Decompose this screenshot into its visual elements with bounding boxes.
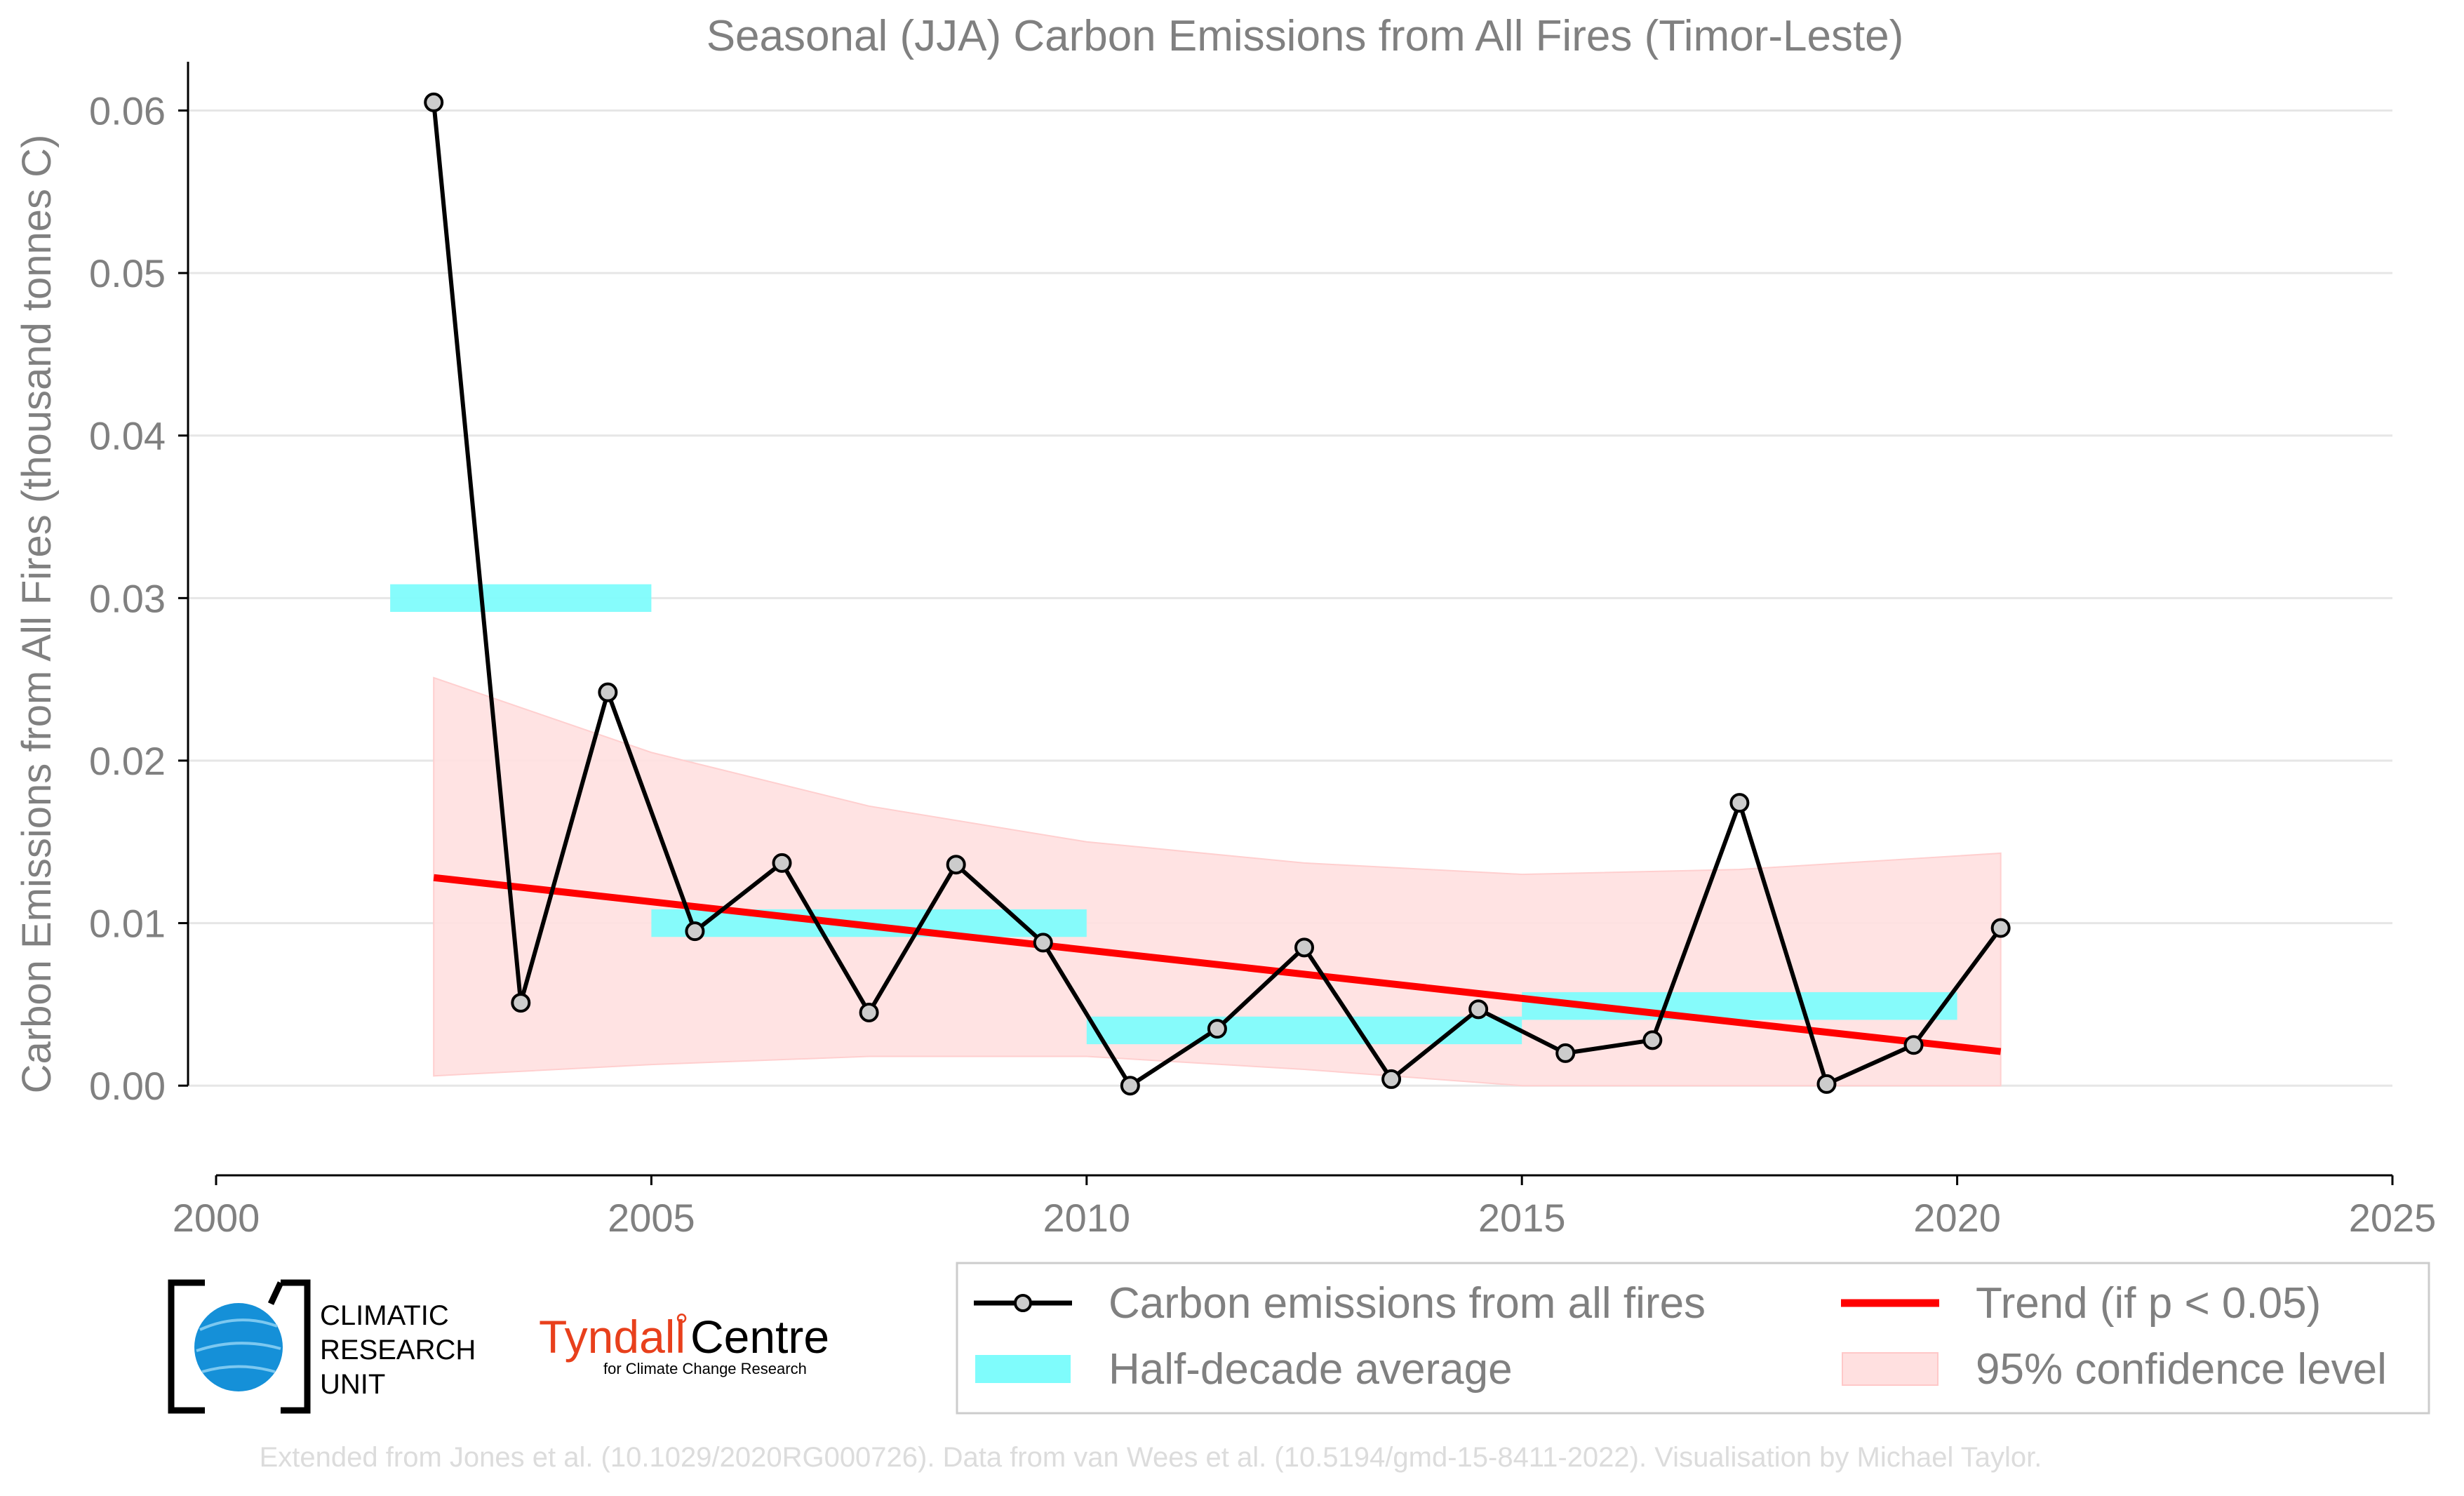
trend-line xyxy=(433,874,2002,1055)
y-tick-label: 0.05 xyxy=(89,251,166,295)
data-point xyxy=(1555,1043,1576,1063)
confidence-band-layer xyxy=(433,676,2002,1087)
cru-line-1: CLIMATIC xyxy=(320,1300,449,1331)
x-tick-labels: 2000 2005 2010 2015 2020 2025 xyxy=(173,1175,2437,1240)
confidence-band xyxy=(433,676,2002,1087)
data-point xyxy=(859,1002,879,1022)
credit-line: Extended from Jones et al. (10.1029/2020… xyxy=(260,1442,2042,1473)
legend-frame xyxy=(956,1262,2430,1415)
cru-bracket-left xyxy=(168,1279,205,1414)
chart-title: Seasonal (JJA) Carbon Emissions from All… xyxy=(707,12,1904,60)
x-tick-label: 2010 xyxy=(1043,1196,1131,1240)
tyndall-centre: Centre xyxy=(690,1311,829,1363)
legend-ci-swatch xyxy=(1842,1352,1939,1386)
cru-line-2: RESEARCH xyxy=(320,1335,476,1365)
data-point xyxy=(1468,999,1489,1020)
trend-line-layer xyxy=(433,874,2002,1055)
data-point xyxy=(1207,1019,1227,1039)
cru-logo: CLIMATIC RESEARCH UNIT xyxy=(168,1279,476,1414)
data-point xyxy=(598,682,618,702)
y-tick-label: 0.00 xyxy=(89,1064,166,1108)
x-tick-label: 2015 xyxy=(1478,1196,1566,1240)
legend-label-emissions: Carbon emissions from all fires xyxy=(1109,1279,1706,1328)
emissions-series-layer xyxy=(424,92,2011,1096)
legend-label-average: Half-decade average xyxy=(1109,1345,1513,1394)
data-point xyxy=(1729,793,1750,813)
legend-label-trend: Trend (if p < 0.05) xyxy=(1976,1279,2321,1328)
legend: Carbon emissions from all fires Half-dec… xyxy=(956,1262,2430,1415)
cru-bracket-right xyxy=(281,1279,311,1414)
legend-average-swatch xyxy=(975,1355,1071,1383)
x-tick-label: 2005 xyxy=(608,1196,695,1240)
x-tick-label: 2000 xyxy=(173,1196,260,1240)
data-point xyxy=(1816,1074,1837,1094)
globe-lines xyxy=(196,1318,281,1373)
data-point xyxy=(1381,1069,1402,1089)
y-tick-label: 0.02 xyxy=(89,739,166,783)
data-point xyxy=(1033,933,1053,953)
tyndall-degree: ° xyxy=(675,1308,688,1345)
legend-marker-swatch xyxy=(1014,1294,1032,1312)
x-tick-label: 2020 xyxy=(1913,1196,2001,1240)
data-point xyxy=(946,855,966,875)
y-tick-label: 0.03 xyxy=(89,576,166,620)
y-tick-labels: 0.00 0.01 0.02 0.03 0.04 0.05 0.06 xyxy=(89,88,188,1108)
tyndall-logo: Tyndall ° Centre for Climate Change Rese… xyxy=(539,1308,829,1377)
legend-label-ci: 95% confidence level xyxy=(1976,1345,2387,1394)
data-point xyxy=(511,993,531,1013)
data-point xyxy=(1294,937,1314,958)
y-tick-label: 0.01 xyxy=(89,902,166,946)
half-decade-bar xyxy=(390,584,652,613)
cru-line-3: UNIT xyxy=(320,1369,385,1400)
data-point xyxy=(1990,918,2011,938)
tyndall-word: Tyndall xyxy=(539,1311,685,1363)
data-point xyxy=(685,921,705,942)
y-axis-label: Carbon Emissions from All Fires (thousan… xyxy=(14,135,60,1094)
y-tick-label: 0.06 xyxy=(89,88,166,133)
y-tick-label: 0.04 xyxy=(89,414,166,458)
x-tick-label: 2025 xyxy=(2349,1196,2437,1240)
data-point xyxy=(1120,1076,1140,1096)
half-decade-bar xyxy=(1086,1016,1522,1045)
data-point xyxy=(772,853,792,873)
data-point xyxy=(424,92,444,112)
data-point xyxy=(1903,1035,1924,1055)
data-point xyxy=(1642,1030,1663,1050)
tyndall-subtitle: for Climate Change Research xyxy=(603,1360,807,1377)
axes xyxy=(187,62,2392,1177)
cru-bracket-slash xyxy=(267,1281,284,1305)
